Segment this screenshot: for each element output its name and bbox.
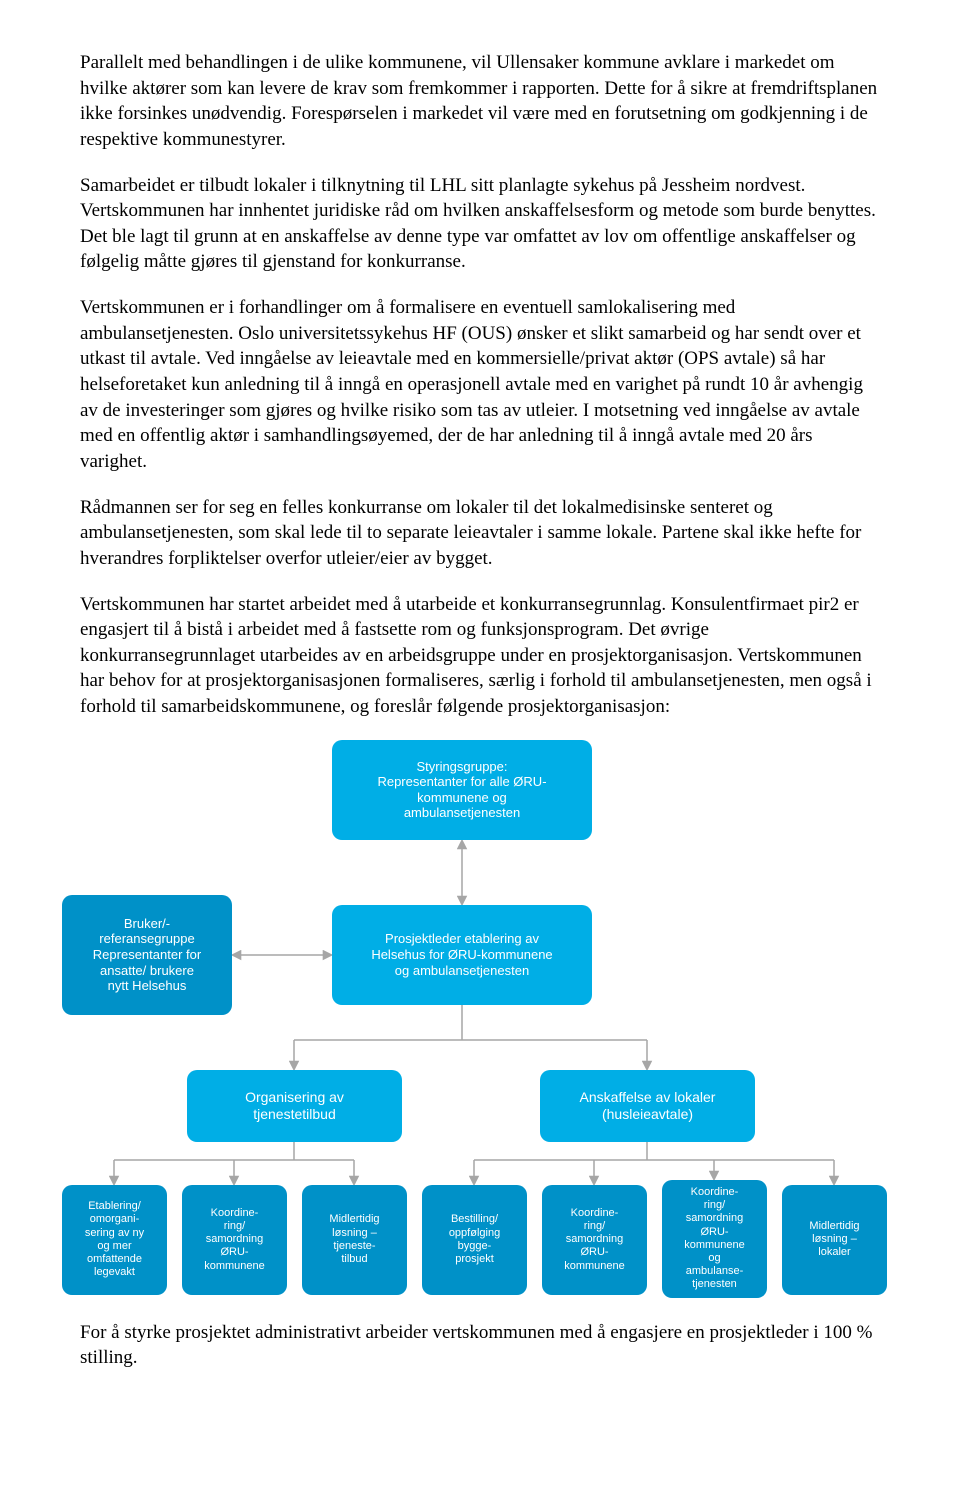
node-leaf-bestilling: Bestilling/ oppfølging bygge- prosjekt <box>422 1185 527 1295</box>
paragraph-2: Samarbeidet er tilbudt lokaler i tilknyt… <box>80 173 880 276</box>
paragraph-6: For å styrke prosjektet administrativt a… <box>80 1320 880 1371</box>
node-leaf-koord-oru-1: Koordine- ring/ samordning ØRU- kommunen… <box>182 1185 287 1295</box>
org-chart-diagram: Styringsgruppe: Representanter for alle … <box>62 740 882 1300</box>
node-leaf-midl-lokaler: Midlertidig løsning – lokaler <box>782 1185 887 1295</box>
paragraph-1: Parallelt med behandlingen i de ulike ko… <box>80 50 880 153</box>
node-anskaffelse: Anskaffelse av lokaler (husleieavtale) <box>540 1070 755 1142</box>
paragraph-5: Vertskommunen har startet arbeidet med å… <box>80 592 880 720</box>
node-prosjektleder: Prosjektleder etablering av Helsehus for… <box>332 905 592 1005</box>
node-styringsgruppe: Styringsgruppe: Representanter for alle … <box>332 740 592 840</box>
node-leaf-midl-tjeneste: Midlertidig løsning – tjeneste- tilbud <box>302 1185 407 1295</box>
node-leaf-koord-ambul: Koordine- ring/ samordning ØRU- kommunen… <box>662 1180 767 1298</box>
paragraph-3: Vertskommunen er i forhandlinger om å fo… <box>80 295 880 474</box>
paragraph-4: Rådmannen ser for seg en felles konkurra… <box>80 495 880 572</box>
node-leaf-koord-oru-2: Koordine- ring/ samordning ØRU- kommunen… <box>542 1185 647 1295</box>
node-leaf-legevakt: Etablering/ omorgani- sering av ny og me… <box>62 1185 167 1295</box>
node-organisering: Organisering av tjenestetilbud <box>187 1070 402 1142</box>
node-bruker-referanse: Bruker/- referansegruppe Representanter … <box>62 895 232 1015</box>
